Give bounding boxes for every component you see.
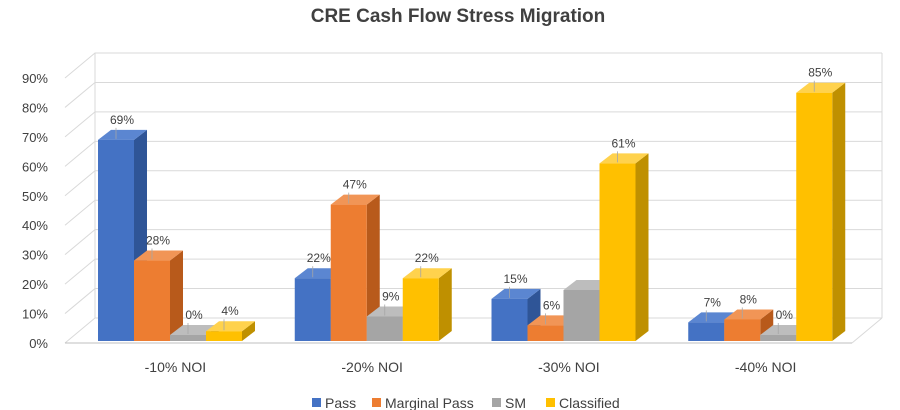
gridline: [64, 258, 882, 285]
y-tick-label: 60%: [22, 159, 48, 174]
data-label: 61%: [611, 136, 635, 150]
bar-classified: [206, 321, 255, 341]
data-label: 22%: [307, 251, 331, 265]
data-label: 6%: [543, 298, 561, 312]
legend: Pass Marginal Pass SM Classified: [312, 395, 620, 410]
y-tick-label: 30%: [22, 248, 48, 263]
y-tick-label: 40%: [22, 218, 48, 233]
data-label: 47%: [343, 178, 367, 192]
y-tick-label: 90%: [22, 71, 48, 86]
bar-classified: [796, 82, 846, 341]
bars: [98, 82, 846, 341]
x-axis-categories: -10% NOI -20% NOI -30% NOI -40% NOI: [145, 359, 797, 375]
gridline: [64, 170, 882, 197]
legend-item: Classified: [546, 395, 620, 410]
gridline: [64, 229, 882, 256]
data-label: 7%: [704, 295, 722, 309]
gridline: [64, 199, 882, 226]
x-category-label: -20% NOI: [341, 359, 402, 375]
gridline: [64, 140, 882, 167]
legend-swatch: [492, 398, 501, 407]
legend-label: Classified: [559, 395, 620, 410]
y-axis-ticks: 0% 10% 20% 30% 40% 50% 60% 70% 80% 90%: [22, 71, 48, 351]
gridline: [64, 111, 882, 138]
legend-label: SM: [505, 395, 526, 410]
gridline: [64, 81, 882, 108]
data-label: 9%: [382, 290, 400, 304]
gridlines: [64, 52, 883, 344]
x-category-label: -30% NOI: [538, 359, 599, 375]
y-tick-label: 0%: [29, 336, 48, 351]
legend-label: Marginal Pass: [385, 395, 474, 410]
chart-title: CRE Cash Flow Stress Migration: [311, 6, 606, 27]
y-tick-label: 10%: [22, 307, 48, 322]
legend-item: Marginal Pass: [372, 395, 474, 410]
legend-item: SM: [492, 395, 526, 410]
bar-classified: [402, 268, 452, 341]
data-label: 69%: [110, 113, 134, 127]
data-label: 0%: [776, 308, 794, 322]
y-tick-label: 50%: [22, 189, 48, 204]
bar-marginal-pass: [330, 194, 380, 341]
legend-swatch: [312, 398, 321, 407]
floor-right-edge: [851, 317, 883, 344]
legend-label: Pass: [325, 395, 356, 410]
y-tick-label: 70%: [22, 130, 48, 145]
data-label: 85%: [808, 66, 832, 80]
x-category-label: -40% NOI: [735, 359, 796, 375]
data-label: 28%: [146, 234, 170, 248]
x-category-label: -10% NOI: [145, 359, 206, 375]
y-tick-label: 20%: [22, 277, 48, 292]
data-label: 0%: [185, 308, 203, 322]
data-labels: 69% 28% 0% 4% 22% 47% 9% 22% 15% 6% 61% 7% 8% 0% 85%: [110, 66, 833, 334]
legend-swatch: [546, 398, 555, 407]
data-label: 4%: [221, 304, 239, 318]
bar-classified: [599, 153, 649, 341]
data-label: 15%: [503, 272, 527, 286]
legend-item: Pass: [312, 395, 356, 410]
gridline: [64, 52, 882, 79]
data-label: 22%: [415, 251, 439, 265]
bar-marginal-pass: [134, 250, 183, 341]
y-tick-label: 80%: [22, 100, 48, 115]
legend-swatch: [372, 398, 381, 407]
data-label: 8%: [740, 292, 758, 306]
